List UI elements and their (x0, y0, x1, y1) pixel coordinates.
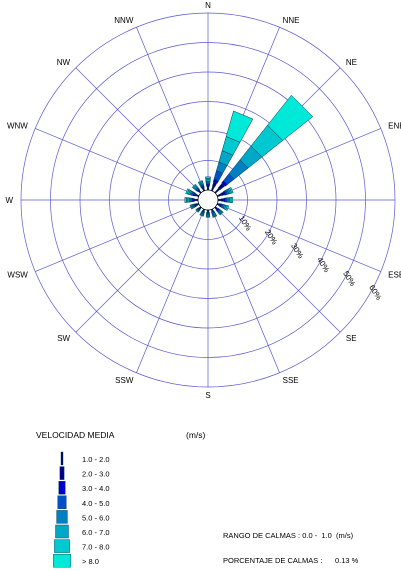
speed-legend: 1.0 - 2.0 2.0 - 3.0 3.0 - 4.0 4.0 - 5.0 5.0 … (53, 451, 110, 568)
sector-bar-E-1 (220, 198, 225, 202)
legend-swatch-2 (58, 481, 66, 495)
sector-bar-NW-7 (191, 183, 197, 189)
wind-sectors (184, 94, 314, 218)
direction-label-SE: SE (346, 334, 357, 343)
sector-bar-N-0 (206, 186, 210, 191)
direction-label-ENE: ENE (388, 121, 401, 130)
sector-bar-WNW-7 (185, 188, 190, 195)
radial-tick-label: 60% (367, 283, 383, 301)
direction-label-WSW: WSW (7, 271, 28, 280)
direction-label-WNW: WNW (7, 121, 28, 130)
direction-label-NNW: NNW (114, 16, 134, 25)
grid-spoke (35, 203, 199, 272)
sector-bar-SSE-7 (212, 215, 218, 218)
sector-bar-SSW-7 (199, 214, 204, 217)
direction-label-NNE: NNE (283, 16, 300, 25)
direction-label-SSE: SSE (283, 376, 299, 385)
sector-bar-S-7 (205, 216, 211, 218)
calm-range-unit: (m/s) (335, 531, 354, 540)
direction-label-W: W (5, 196, 13, 205)
radial-tick-label: 40% (315, 256, 331, 274)
radial-tick-label: 30% (289, 242, 305, 260)
legend-label-5: 6.0 - 7.0 (82, 528, 110, 537)
legend-label-6: 7.0 - 8.0 (82, 543, 110, 552)
legend-swatch-4 (56, 510, 68, 524)
sector-bar-E-0 (217, 198, 222, 202)
grid-spoke (136, 209, 205, 373)
radial-tick-label: 50% (341, 269, 357, 287)
grid-spoke (217, 203, 381, 272)
calm-range-label: RANGO DE CALMAS : (223, 531, 301, 540)
legend-swatch-1 (59, 466, 65, 480)
calm-percent-label: PORCENTAJE DE CALMAS : (223, 556, 323, 565)
calm-circle (197, 189, 219, 211)
grid-spoke (75, 206, 202, 333)
radial-tick-label: 10% (237, 214, 253, 232)
wind-rose-chart: NNNENEENEEESESESSESSSWSWWSWWWNWNWNNW 10%… (5, 1, 401, 400)
sector-bar-W-7 (184, 197, 187, 203)
sector-bar-ENE-7 (229, 186, 234, 194)
legend-label-4: 5.0 - 6.0 (82, 513, 110, 522)
direction-label-ESE: ESE (388, 271, 401, 280)
radial-tick-label: 20% (263, 228, 279, 246)
legend-swatch-6 (54, 539, 70, 553)
sector-bar-W-0 (194, 198, 199, 202)
legend-swatch-5 (55, 524, 69, 539)
legend-unit: (m/s) (186, 430, 206, 440)
legend-title: VELOCIDAD MEDIA (36, 430, 115, 440)
calm-range-value: 0.0 - 1.0 (302, 531, 332, 540)
grid-spoke (214, 206, 341, 333)
sector-bar-E-7 (230, 196, 233, 204)
direction-label-NE: NE (346, 58, 357, 67)
legend-swatch-7 (53, 553, 71, 568)
legend-label-2: 3.0 - 4.0 (82, 484, 110, 493)
sector-bar-WSW-7 (189, 204, 193, 210)
legend-swatch-3 (57, 495, 67, 509)
direction-label-S: S (205, 391, 210, 400)
direction-label-SSW: SSW (115, 376, 134, 385)
direction-label-NW: NW (57, 58, 71, 67)
calm-percentage: PORCENTAJE DE CALMAS : 0.13 % (223, 556, 358, 565)
grid-spoke (75, 67, 202, 194)
legend-swatch-0 (60, 451, 64, 466)
sector-bar-NNE-7 (225, 110, 254, 143)
sector-bar-ESE-7 (225, 205, 230, 211)
grid-spoke (211, 209, 280, 373)
grid-spoke (136, 27, 205, 191)
legend-label-1: 2.0 - 3.0 (82, 470, 110, 479)
legend-label-7: > 8.0 (82, 557, 99, 566)
direction-labels: NNNENEENEEESESESSESSSWSWWSWWWNWNWNNW (5, 1, 401, 400)
sector-bar-NE-7 (267, 94, 314, 141)
sector-bar-NNW-7 (197, 180, 203, 184)
legend-label-3: 4.0 - 5.0 (82, 499, 110, 508)
sector-bar-SE-7 (219, 211, 224, 216)
grid-spoke (35, 128, 199, 197)
radial-tick-labels: 10% 20% 30% 40% 50% 60% (237, 214, 383, 302)
calm-range: RANGO DE CALMAS : 0.0 - 1.0 (m/s) (223, 531, 353, 540)
grid-spoke (217, 128, 381, 197)
direction-label-SW: SW (57, 334, 70, 343)
sector-bar-SW-7 (195, 209, 199, 213)
sector-bar-N-7 (205, 176, 211, 179)
calm-percent-value: 0.13 % (334, 556, 359, 565)
polar-grid (20, 12, 396, 388)
legend-label-0: 1.0 - 2.0 (82, 455, 110, 464)
direction-label-N: N (205, 1, 211, 10)
